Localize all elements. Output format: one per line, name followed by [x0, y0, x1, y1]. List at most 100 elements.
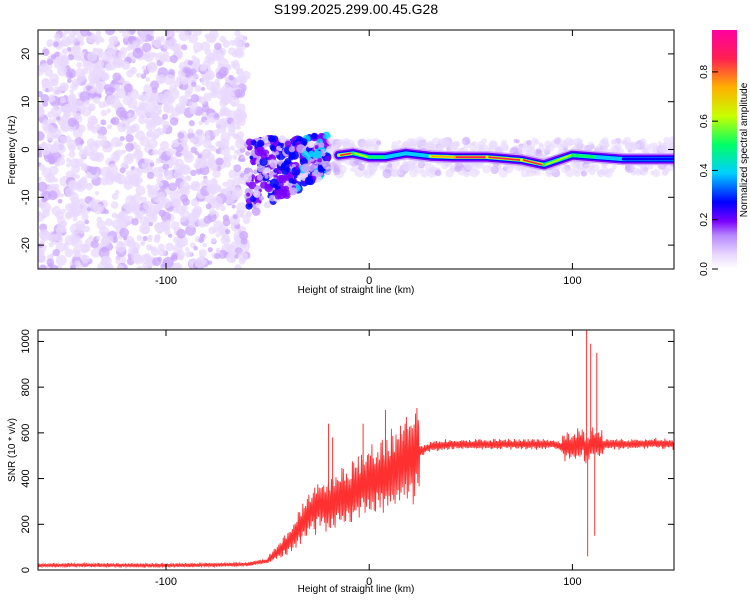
noise-blob [92, 203, 104, 215]
noise-blob [49, 95, 56, 102]
noise-blob [80, 30, 90, 37]
noise-blob [127, 98, 138, 109]
noise-blob [143, 253, 151, 261]
noise-blob [234, 89, 243, 98]
noise-blob [159, 55, 167, 63]
spectrogram-ytick-label: -10 [20, 189, 32, 205]
halo-blob [517, 145, 526, 154]
noise-blob [177, 254, 184, 261]
noise-blob [171, 139, 180, 148]
noise-blob [97, 48, 104, 55]
noise-blob [115, 107, 127, 118]
transition-blob [263, 201, 271, 209]
noise-blob [127, 199, 139, 211]
noise-blob [185, 250, 192, 258]
noise-blob [152, 257, 162, 267]
noise-blob [182, 149, 190, 157]
noise-blob [239, 231, 249, 241]
transition-blob [291, 179, 297, 185]
transition-blob [321, 152, 326, 157]
noise-blob [68, 150, 76, 158]
noise-blob [223, 160, 232, 168]
halo-blob [533, 168, 541, 176]
transition-blob [311, 133, 318, 140]
noise-blob [106, 64, 112, 69]
noise-blob [107, 163, 118, 175]
noise-blob [161, 120, 170, 129]
noise-blob [169, 55, 178, 64]
transition-blob [243, 173, 252, 183]
noise-blob [141, 225, 150, 235]
noise-blob [220, 188, 226, 193]
noise-blob [194, 257, 206, 269]
ridge-peak [488, 156, 521, 161]
noise-blob [204, 33, 210, 39]
noise-blob [234, 149, 239, 155]
snr-ytick-label: 400 [20, 469, 32, 487]
noise-blob [226, 243, 234, 252]
noise-blob [169, 117, 179, 126]
noise-blob [47, 86, 54, 92]
noise-blob [202, 242, 207, 248]
noise-blob [113, 151, 118, 156]
spectrogram-xtick-label: 100 [563, 275, 581, 287]
noise-blob [44, 208, 50, 214]
transition-blob [253, 190, 261, 198]
transition-blob [276, 174, 285, 184]
noise-blob [191, 55, 196, 60]
noise-blob [182, 67, 189, 74]
halo-blob [525, 144, 533, 153]
noise-blob [207, 247, 213, 253]
noise-blob [119, 135, 125, 142]
ridge-segment [595, 155, 625, 161]
transition-blob [286, 172, 294, 180]
halo-blob [663, 137, 670, 144]
halo-blob [391, 141, 399, 148]
noise-blob [212, 169, 221, 178]
transition-blob [295, 165, 300, 170]
noise-blob [140, 35, 146, 41]
figure-title: S199.2025.299.00.45.G28 [274, 1, 438, 17]
noise-blob [66, 101, 78, 113]
halo-blob [535, 149, 543, 157]
noise-blob [178, 95, 188, 105]
halo-blob [641, 141, 647, 147]
noise-blob [49, 165, 59, 176]
halo-blob [441, 162, 449, 170]
transition-blob [288, 146, 295, 153]
transition-blob [274, 151, 280, 156]
noise-blob [74, 54, 82, 62]
noise-blob [156, 109, 162, 114]
noise-blob [181, 44, 188, 51]
noise-blob [161, 127, 167, 133]
noise-blob [69, 89, 74, 94]
noise-blob [172, 206, 180, 214]
transition-blob [319, 142, 325, 148]
noise-blob [54, 51, 60, 57]
noise-blob [153, 39, 162, 48]
transition-blob [284, 140, 292, 148]
noise-blob [46, 258, 55, 267]
transition-blob [256, 139, 265, 148]
snr-xlabel: Height of straight line (km) [298, 584, 415, 595]
noise-blob [113, 92, 119, 98]
noise-blob [119, 119, 131, 130]
noise-blob [220, 93, 232, 105]
noise-blob [228, 75, 234, 81]
noise-blob [59, 117, 66, 125]
noise-blob [134, 149, 143, 158]
noise-blob [110, 116, 120, 126]
noise-blob [242, 216, 251, 224]
halo-blob [438, 146, 443, 151]
ridge-peak [354, 152, 369, 158]
noise-blob [143, 157, 149, 164]
noise-blob [59, 135, 67, 143]
noise-blob [68, 180, 79, 191]
noise-blob [112, 72, 122, 82]
halo-blob [358, 164, 365, 171]
transition-blob [317, 165, 325, 173]
noise-blob [40, 230, 51, 242]
transition-blob [308, 150, 315, 157]
noise-blob [188, 30, 195, 33]
noise-blob [235, 109, 247, 120]
